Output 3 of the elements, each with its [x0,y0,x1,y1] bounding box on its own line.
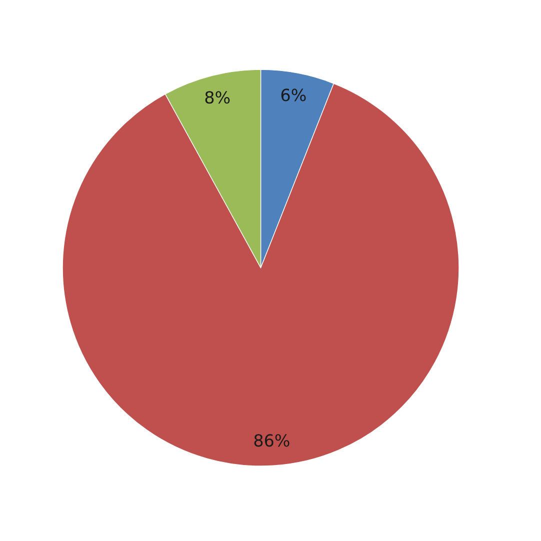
data-label: 86% [254,434,290,447]
data-label: 8% [205,91,230,104]
data-label: 6% [281,88,306,102]
